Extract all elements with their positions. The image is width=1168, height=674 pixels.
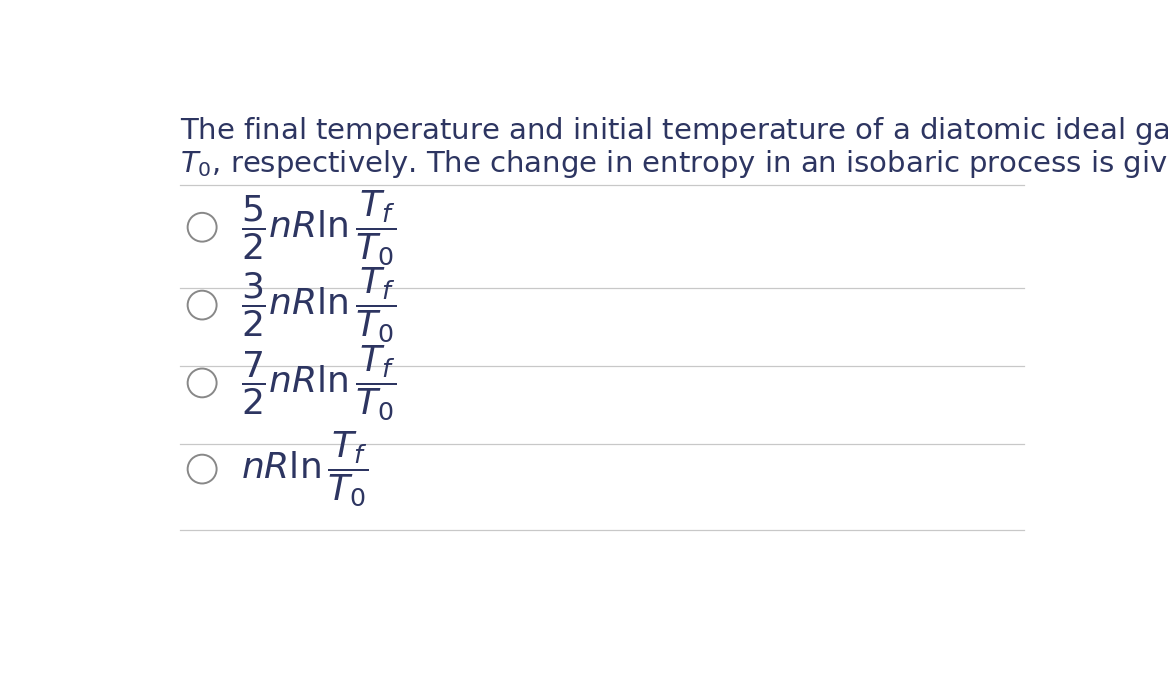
Text: $\dfrac{5}{2}nR\ln\dfrac{T_f}{T_0}$: $\dfrac{5}{2}nR\ln\dfrac{T_f}{T_0}$	[241, 188, 396, 266]
Text: $\dfrac{3}{2}nR\ln\dfrac{T_f}{T_0}$: $\dfrac{3}{2}nR\ln\dfrac{T_f}{T_0}$	[241, 266, 396, 344]
Text: $\dfrac{7}{2}nR\ln\dfrac{T_f}{T_0}$: $\dfrac{7}{2}nR\ln\dfrac{T_f}{T_0}$	[241, 344, 396, 422]
Text: The final temperature and initial temperature of a diatomic ideal gas are $T_f$ : The final temperature and initial temper…	[180, 115, 1168, 147]
Text: $T_0$, respectively. The change in entropy in an isobaric process is given by: $T_0$, respectively. The change in entro…	[180, 148, 1168, 181]
Text: $nR\ln\dfrac{T_f}{T_0}$: $nR\ln\dfrac{T_f}{T_0}$	[241, 430, 369, 508]
